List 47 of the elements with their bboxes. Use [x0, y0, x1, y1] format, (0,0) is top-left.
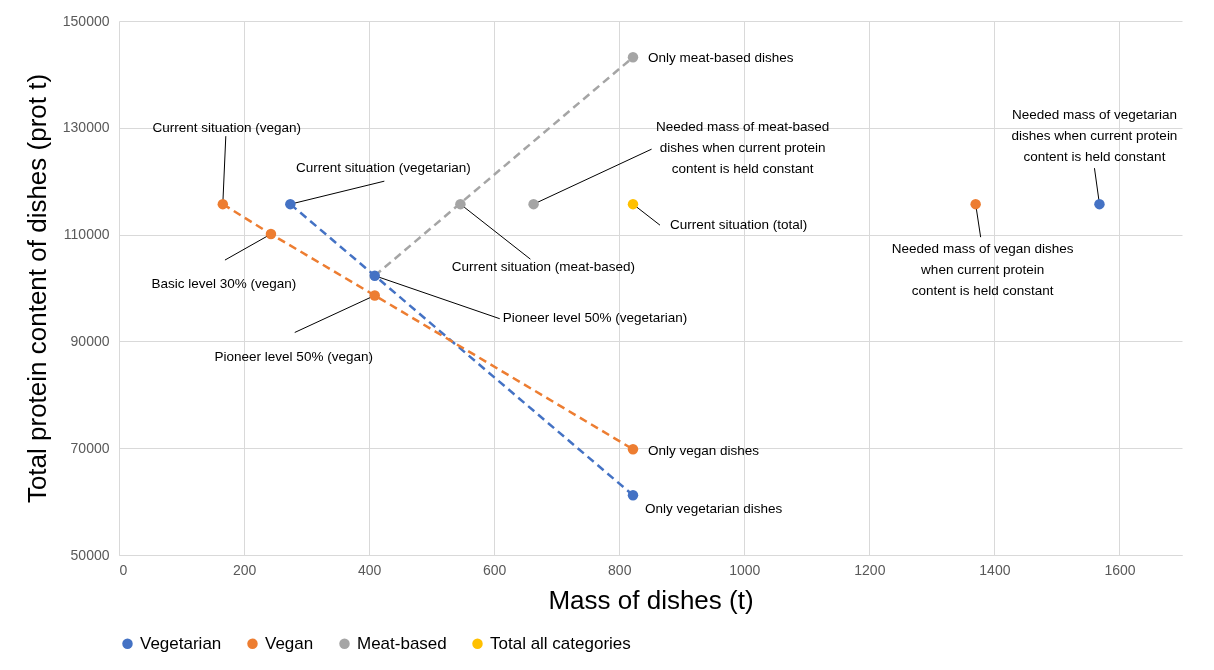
point — [285, 198, 296, 210]
annotation: Only vegetarian dishes — [644, 501, 783, 517]
x-tick-label: 400 — [357, 561, 382, 578]
annotation: Current situation (vegetarian) — [295, 160, 471, 176]
point — [265, 228, 277, 240]
point — [369, 290, 380, 301]
y-tick-label: 150000 — [62, 12, 110, 29]
x-tick-label: 0 — [119, 561, 128, 578]
point — [627, 489, 639, 501]
x-axis-title: Mass of dishes (t) — [548, 584, 754, 615]
point — [970, 198, 981, 210]
legend-label: Total all categories — [490, 633, 631, 653]
y-tick-label: 70000 — [70, 439, 110, 456]
legend-label: Meat-based — [357, 633, 447, 653]
point — [528, 198, 539, 210]
annotation: Only meat-based dishes — [647, 50, 794, 66]
x-tick-label: 1400 — [979, 561, 1011, 578]
annotation: Current situation (vegan) — [152, 120, 302, 136]
annotation: Pioneer level 50% (vegetarian) — [502, 309, 688, 325]
point — [627, 198, 639, 210]
annotation: Basic level 30% (vegan) — [151, 276, 297, 292]
annotation: Needed mass of vegetarian dishes when current protein content is held constant — [1011, 107, 1178, 165]
point — [1094, 198, 1105, 210]
legend-label: Vegan — [265, 633, 314, 653]
annotation: Pioneer level 50% (vegan) — [214, 349, 373, 365]
point — [217, 198, 229, 210]
annotation: Current situation (total) — [669, 217, 808, 233]
annotation: Current situation (meat-based) — [451, 259, 635, 275]
x-tick-label: 800 — [608, 561, 632, 578]
annotation: Needed mass of vegan dishes when current protein content is held constant — [891, 241, 1074, 299]
y-tick-label: 130000 — [62, 119, 110, 136]
y-axis-title: Total protein content of dishes (prot t) — [21, 73, 52, 504]
y-tick-label: 50000 — [70, 546, 110, 563]
y-tick-label: 90000 — [70, 332, 110, 349]
x-tick-label: 1000 — [729, 561, 761, 578]
x-tick-label: 200 — [232, 561, 257, 578]
annotation: Needed mass of meat-based dishes when current protein content is held constant — [655, 119, 830, 177]
x-tick-label: 1200 — [854, 561, 886, 578]
point — [455, 198, 466, 210]
point — [627, 444, 639, 455]
x-tick-label: 1600 — [1104, 561, 1136, 578]
y-tick-label: 110000 — [63, 226, 110, 243]
x-tick-label: 600 — [483, 561, 507, 578]
point — [369, 270, 380, 281]
annotation: Only vegan dishes — [647, 443, 760, 459]
point — [627, 52, 639, 63]
legend-label: Vegetarian — [140, 633, 222, 653]
